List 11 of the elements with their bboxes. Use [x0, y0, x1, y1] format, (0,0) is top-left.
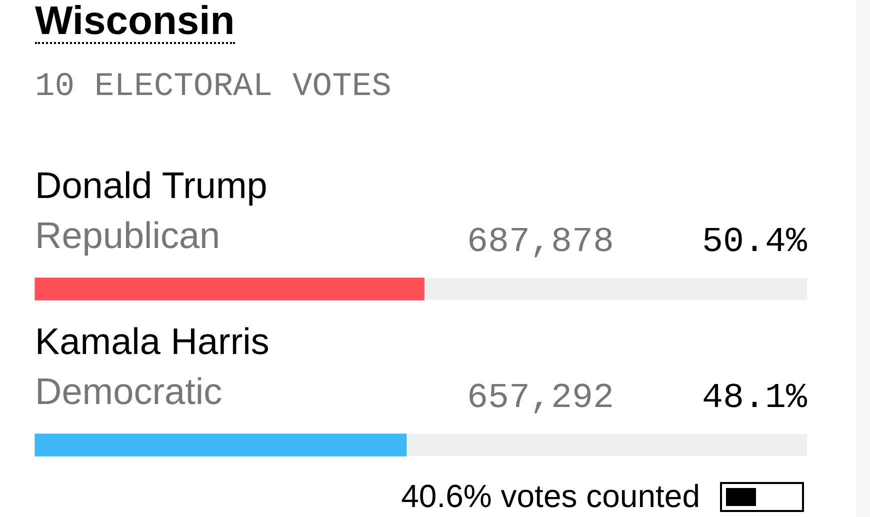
annotation: Republican	[35, 215, 220, 257]
data-label: 48.1%	[702, 378, 807, 418]
annotation: 687,878	[466, 222, 614, 262]
annotation: Democratic	[35, 371, 222, 413]
annotation: 40.6% votes counted	[401, 478, 700, 515]
annotation: 657,292	[466, 378, 614, 418]
data-label: 50.4%	[702, 222, 807, 262]
y-tick-label: Donald Trump	[35, 165, 268, 207]
chart-subtitle: 10 ELECTORAL VOTES	[35, 68, 392, 105]
chart-title: Wisconsin	[35, 0, 235, 44]
y-tick-label: Kamala Harris	[35, 321, 270, 363]
